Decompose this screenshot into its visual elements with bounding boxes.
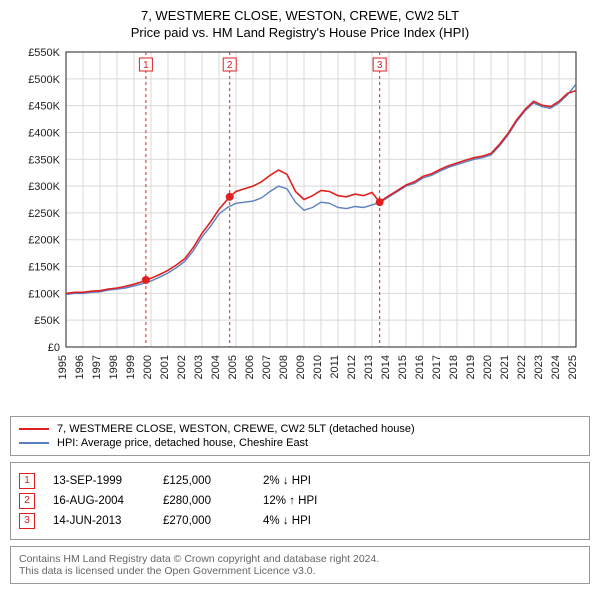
svg-text:£500K: £500K (28, 74, 60, 86)
svg-text:1997: 1997 (91, 355, 103, 379)
svg-text:2013: 2013 (363, 355, 375, 379)
svg-text:2016: 2016 (414, 355, 426, 379)
svg-text:2006: 2006 (244, 355, 256, 379)
svg-text:2010: 2010 (312, 355, 324, 379)
svg-text:£300K: £300K (28, 181, 60, 193)
footer: Contains HM Land Registry data © Crown c… (10, 546, 590, 584)
svg-text:2020: 2020 (482, 355, 494, 379)
svg-text:2000: 2000 (142, 355, 154, 379)
svg-text:2025: 2025 (567, 355, 579, 379)
transaction-row: 3 14-JUN-2013£270,0004% ↓ HPI (19, 513, 581, 529)
svg-text:2002: 2002 (176, 355, 188, 379)
title-line-2: Price paid vs. HM Land Registry's House … (10, 25, 590, 40)
svg-text:2022: 2022 (516, 355, 528, 379)
svg-text:2024: 2024 (550, 355, 562, 379)
legend-label: 7, WESTMERE CLOSE, WESTON, CREWE, CW2 5L… (57, 423, 415, 435)
svg-text:2004: 2004 (210, 355, 222, 379)
transaction-price: £270,000 (163, 515, 263, 527)
transaction-price: £125,000 (163, 475, 263, 487)
transaction-date: 16-AUG-2004 (53, 495, 163, 507)
svg-text:2011: 2011 (329, 355, 341, 379)
transaction-date: 14-JUN-2013 (53, 515, 163, 527)
chart-svg: £0 £50K £100K £150K £200K £250K £300K £350K £400… (10, 42, 590, 412)
transaction-marker: 2 (19, 493, 35, 509)
transactions-table: 1 13-SEP-1999£125,0002% ↓ HPI 2 16-AUG-2004… (10, 462, 590, 540)
legend-label: HPI: Average price, detached house, Ches… (57, 437, 308, 449)
svg-text:1995: 1995 (57, 355, 69, 379)
svg-text:1998: 1998 (108, 355, 120, 379)
transaction-row: 2 16-AUG-2004£280,00012% ↑ HPI (19, 493, 581, 509)
svg-text:2009: 2009 (295, 355, 307, 379)
svg-text:£200K: £200K (28, 235, 60, 247)
title-line-1: 7, WESTMERE CLOSE, WESTON, CREWE, CW2 5L… (10, 8, 590, 23)
svg-text:1: 1 (143, 60, 149, 71)
svg-text:2014: 2014 (380, 355, 392, 379)
svg-text:2001: 2001 (159, 355, 171, 379)
transaction-marker: 1 (19, 473, 35, 489)
svg-text:3: 3 (377, 60, 383, 71)
legend-swatch (19, 428, 49, 430)
legend-swatch (19, 442, 49, 444)
transaction-marker: 3 (19, 513, 35, 529)
legend: 7, WESTMERE CLOSE, WESTON, CREWE, CW2 5L… (10, 416, 590, 456)
svg-text:2019: 2019 (465, 355, 477, 379)
marker-dot-2 (226, 193, 234, 201)
svg-text:2: 2 (227, 60, 233, 71)
svg-text:£100K: £100K (28, 288, 60, 300)
svg-text:£400K: £400K (28, 127, 60, 139)
page: 7, WESTMERE CLOSE, WESTON, CREWE, CW2 5L… (0, 0, 600, 594)
marker-dot-1 (142, 276, 150, 284)
transaction-date: 13-SEP-1999 (53, 475, 163, 487)
svg-text:1999: 1999 (125, 355, 137, 379)
chart: £0 £50K £100K £150K £200K £250K £300K £350K £400… (10, 42, 590, 412)
svg-text:2023: 2023 (533, 355, 545, 379)
transaction-diff: 2% ↓ HPI (263, 475, 383, 487)
svg-text:£150K: £150K (28, 262, 60, 274)
svg-text:2012: 2012 (346, 355, 358, 379)
svg-text:2008: 2008 (278, 355, 290, 379)
svg-text:£350K: £350K (28, 154, 60, 166)
svg-text:£450K: £450K (28, 101, 60, 113)
marker-dot-3 (376, 198, 384, 206)
transaction-diff: 12% ↑ HPI (263, 495, 383, 507)
svg-text:2007: 2007 (261, 355, 273, 379)
svg-text:£550K: £550K (28, 47, 60, 59)
svg-text:£0: £0 (48, 342, 60, 354)
svg-text:£50K: £50K (34, 315, 60, 327)
svg-text:2015: 2015 (397, 355, 409, 379)
transaction-row: 1 13-SEP-1999£125,0002% ↓ HPI (19, 473, 581, 489)
legend-row: 7, WESTMERE CLOSE, WESTON, CREWE, CW2 5L… (19, 423, 581, 435)
legend-row: HPI: Average price, detached house, Ches… (19, 437, 581, 449)
svg-text:2005: 2005 (227, 355, 239, 379)
svg-text:£250K: £250K (28, 208, 60, 220)
footer-line-2: This data is licensed under the Open Gov… (19, 565, 581, 577)
svg-text:2021: 2021 (499, 355, 511, 379)
footer-line-1: Contains HM Land Registry data © Crown c… (19, 553, 581, 565)
svg-text:2017: 2017 (431, 355, 443, 379)
svg-text:2018: 2018 (448, 355, 460, 379)
svg-text:1996: 1996 (74, 355, 86, 379)
transaction-price: £280,000 (163, 495, 263, 507)
transaction-diff: 4% ↓ HPI (263, 515, 383, 527)
svg-text:2003: 2003 (193, 355, 205, 379)
